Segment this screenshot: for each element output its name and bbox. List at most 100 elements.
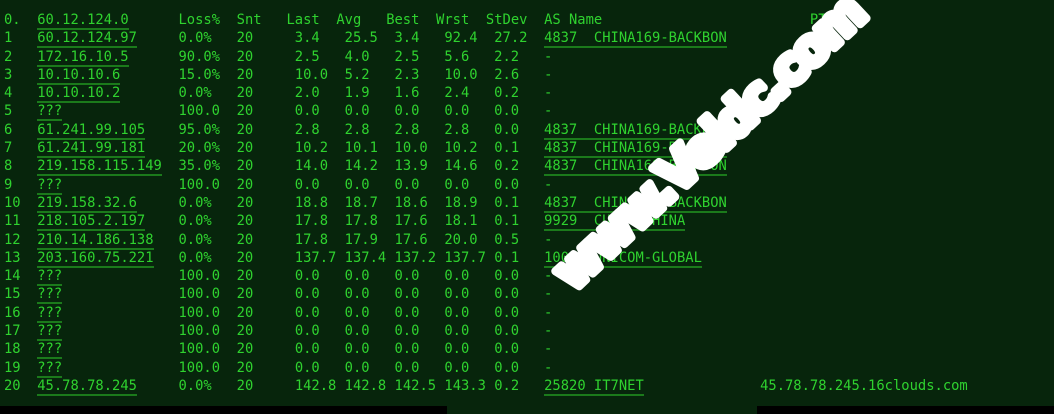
loss-value: 15.0% [178, 66, 221, 83]
as-name-link[interactable]: 4837 CHINA169-BACKBON [544, 140, 727, 159]
host-link[interactable]: 203.160.75.221 [37, 249, 154, 268]
best-value: 2.3 [394, 66, 420, 83]
best-value: 17.6 [394, 213, 428, 230]
host-link[interactable]: 61.241.99.181 [37, 140, 146, 159]
snt-value: 20 [236, 66, 254, 83]
snt-value: 20 [236, 176, 254, 193]
as-name-empty: - [544, 286, 553, 303]
host-link[interactable]: 10.10.10.2 [37, 85, 121, 104]
wrst-value: 10.2 [444, 140, 478, 157]
best-value: 0.0 [394, 341, 420, 358]
host-link[interactable]: 45.78.78.245 [37, 377, 137, 396]
source-host-link[interactable]: 60.12.124.0 [37, 12, 129, 30]
avg-value: 0.0 [344, 286, 370, 303]
loss-value: 100.0 [178, 103, 220, 120]
mtr-row: 12 210.14.186.138 0.0% 20 17.8 17.9 17.6… [4, 231, 968, 250]
as-name-empty: - [544, 176, 553, 193]
last-value: 0.0 [294, 286, 320, 303]
hop-number: 4 [4, 85, 13, 102]
host-link[interactable]: 218.105.2.197 [37, 213, 146, 232]
as-name-empty: - [544, 85, 553, 102]
host-link[interactable]: ??? [37, 359, 63, 378]
last-value: 0.0 [294, 341, 320, 358]
host-link[interactable]: ??? [37, 341, 63, 360]
host-link[interactable]: ??? [37, 323, 63, 342]
as-name-link[interactable]: 9929 CUII CHINA [544, 213, 686, 232]
host-link[interactable]: ??? [37, 103, 63, 122]
hop-number: 18 [4, 341, 21, 358]
loss-value: 0.0% [178, 30, 212, 47]
best-value: 18.6 [394, 194, 428, 211]
host-link[interactable]: 210.14.186.138 [37, 231, 154, 250]
wrst-value: 0.0 [444, 341, 470, 358]
as-name-link[interactable]: 4837 CHINA169-BACKBON [544, 121, 727, 140]
host-link[interactable]: 10.10.10.6 [37, 66, 121, 85]
loss-value: 0.0% [178, 213, 212, 230]
best-value: 0.0 [394, 323, 420, 340]
best-value: 0.0 [394, 304, 420, 321]
as-name-link[interactable]: 4837 CHINA169-BACKBON [544, 30, 727, 49]
stdev-value: 0.1 [494, 213, 520, 230]
last-value: 10.2 [294, 140, 329, 157]
mtr-row: 5 ??? 100.0 20 0.0 0.0 0.0 0.0 0.0 - [4, 102, 968, 122]
mtr-row: 7 61.241.99.181 20.0% 20 10.2 10.1 10.0 … [4, 139, 968, 159]
as-name-empty: - [544, 304, 553, 321]
last-value: 0.0 [294, 176, 320, 193]
as-name-link[interactable]: 4837 CHINA169-BACKBON [544, 158, 727, 177]
wrst-value: 137.7 [444, 249, 486, 266]
loss-value: 90.0% [178, 48, 220, 65]
host-link[interactable]: ??? [37, 268, 63, 287]
stdev-value: 0.0 [494, 304, 520, 321]
host-link[interactable]: ??? [37, 286, 63, 305]
as-name-empty: - [544, 268, 553, 285]
snt-value: 20 [236, 85, 254, 102]
hop-number: 7 [4, 140, 13, 157]
stdev-value: 0.0 [494, 323, 520, 340]
stdev-value: 2.6 [494, 66, 520, 83]
loss-value: 100.0 [178, 359, 221, 376]
wrst-value: 0.0 [444, 359, 470, 376]
mtr-row: 17 ??? 100.0 20 0.0 0.0 0.0 0.0 0.0 - [4, 322, 968, 342]
host-link[interactable]: 60.12.124.97 [37, 30, 137, 49]
host-link[interactable]: ??? [37, 304, 63, 323]
hop-number: 17 [4, 323, 21, 340]
as-name-link[interactable]: 25820 IT7NET [544, 377, 644, 396]
stdev-value: 0.2 [494, 85, 520, 102]
hop-number: 0. [4, 12, 21, 28]
loss-value: 0.0% [178, 249, 212, 266]
mtr-row: 6 61.241.99.105 95.0% 20 2.8 2.8 2.8 2.8… [4, 121, 968, 140]
best-value: 0.0 [394, 268, 420, 285]
loss-value: 35.0% [178, 158, 221, 175]
avg-value: 18.7 [344, 194, 378, 211]
snt-value: 20 [236, 304, 254, 321]
avg-value: 5.2 [344, 66, 370, 83]
hop-number: 11 [4, 213, 21, 230]
stdev-value: 0.2 [494, 377, 520, 394]
host-link[interactable]: ??? [37, 176, 63, 195]
host-link[interactable]: 219.158.32.6 [37, 194, 137, 213]
host-link[interactable]: 219.158.115.149 [37, 158, 162, 177]
col-header-as-name: AS Name [544, 12, 603, 28]
snt-value: 20 [236, 213, 254, 230]
hop-number: 6 [4, 121, 13, 138]
stdev-value: 0.0 [494, 286, 520, 303]
best-value: 0.0 [394, 359, 420, 376]
mtr-row: 13 203.160.75.221 0.0% 20 137.7 137.4 13… [4, 249, 968, 268]
mtr-row: 1 60.12.124.97 0.0% 20 3.4 25.5 3.4 92.4… [4, 29, 968, 49]
stdev-value: 0.0 [494, 103, 520, 120]
col-header-best: Best [386, 12, 420, 28]
host-link[interactable]: 172.16.10.5 [37, 48, 129, 67]
snt-value: 20 [236, 249, 254, 266]
avg-value: 17.9 [344, 231, 378, 248]
mtr-row: 20 45.78.78.245 0.0% 20 142.8 142.8 142.… [4, 377, 968, 396]
hop-number: 16 [4, 304, 21, 321]
last-value: 17.8 [294, 231, 329, 248]
last-value: 14.0 [294, 158, 329, 175]
wrst-value: 0.0 [444, 323, 470, 340]
host-link[interactable]: 61.241.99.105 [37, 121, 146, 140]
mtr-row: 10 219.158.32.6 0.0% 20 18.8 18.7 18.6 1… [4, 194, 968, 213]
as-name-link[interactable]: 4837 CHINA169-BACKBON [544, 194, 727, 213]
loss-value: 100.0 [178, 176, 220, 193]
as-name-link[interactable]: 10099 UNICOM-GLOBAL [544, 249, 702, 268]
